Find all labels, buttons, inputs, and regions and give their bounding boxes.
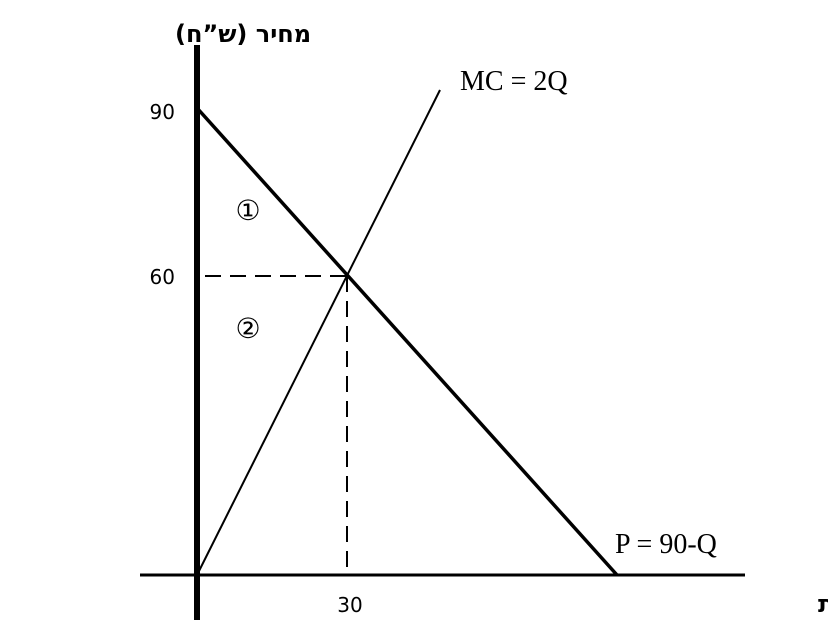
y-tick-label: 90: [150, 100, 175, 124]
mc-line: [196, 89, 441, 576]
x-axis-label: כמות: [818, 590, 828, 618]
demand-line: [195, 106, 619, 577]
y-tick-label: 60: [150, 265, 175, 289]
mc-label: MC = 2Q: [460, 66, 568, 97]
demand-label: P = 90-Q: [615, 529, 717, 560]
x-tick-label: 30: [337, 593, 362, 617]
y-axis-label: מחיר (ש”ח): [175, 20, 311, 48]
area-marker: ②: [235, 312, 260, 345]
area-marker: ①: [235, 194, 260, 227]
